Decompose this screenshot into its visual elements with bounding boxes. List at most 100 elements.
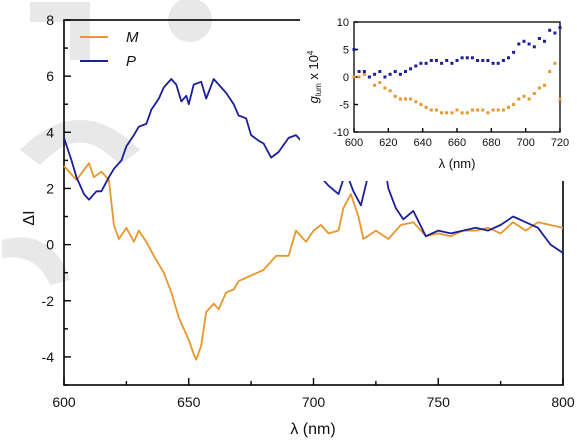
inset-point-M — [460, 111, 464, 115]
main-plot-area: 600 650 700 750 800 -4 -2 0 2 4 6 8 λ (nm) ΔI — [21, 12, 575, 438]
legend: M P — [80, 29, 139, 70]
inset-point-P — [357, 70, 361, 73]
inset-point-M — [398, 97, 402, 101]
inset-point-P — [378, 70, 382, 73]
main-y-axis-label: ΔI — [21, 210, 38, 225]
inset-point-M — [507, 105, 510, 109]
main-x-tick-label: 800 — [551, 394, 575, 410]
inset-point-M — [393, 94, 397, 98]
inset-point-M — [486, 111, 490, 115]
inset-plot: 600 620 640 660 680 700 720 -10 -5 0 5 10 λ (nm) g… — [300, 16, 569, 181]
inset-point-P — [512, 50, 516, 54]
inset-x-axis-label: λ (nm) — [439, 156, 476, 171]
inset-point-M — [553, 61, 557, 65]
inset-y-tick-label: 0 — [343, 72, 349, 84]
main-x-axis: 600 650 700 750 800 — [52, 378, 575, 410]
inset-point-P — [486, 59, 490, 62]
inset-point-P — [429, 59, 433, 62]
inset-point-P — [553, 31, 557, 35]
inset-point-M — [517, 97, 521, 101]
series-line-P — [63, 78, 564, 254]
inset-point-P — [398, 72, 402, 76]
inset-point-P — [465, 56, 469, 60]
inset-point-P — [440, 61, 444, 65]
inset-point-P — [367, 75, 371, 79]
inset-point-M — [491, 108, 495, 112]
inset-point-P — [419, 61, 423, 65]
inset-point-P — [383, 75, 387, 79]
inset-y-label-mid: x 10 — [306, 55, 321, 83]
inset-point-P — [558, 26, 562, 29]
inset-point-M — [388, 89, 392, 93]
inset-point-P — [352, 48, 356, 51]
inset-y-tick-label: -5 — [339, 100, 349, 112]
inset-background — [300, 16, 566, 181]
inset-x-tick-label: 700 — [516, 137, 534, 149]
inset-point-M — [543, 83, 546, 87]
inset-y-tick-label: 10 — [337, 17, 349, 29]
inset-y-label-g: g — [306, 95, 321, 103]
inset-x-tick-label: 720 — [551, 137, 569, 149]
inset-point-M — [352, 75, 356, 79]
main-x-tick-label: 650 — [177, 394, 201, 410]
main-y-tick-label: -4 — [42, 349, 55, 365]
inset-point-M — [409, 97, 413, 101]
inset-point-M — [445, 111, 449, 115]
inset-point-M — [522, 94, 526, 98]
main-x-tick-label: 600 — [52, 394, 76, 410]
inset-y-label-sup: 4 — [306, 50, 315, 55]
inset-point-M — [424, 105, 428, 109]
inset-x-tick-label: 640 — [413, 137, 431, 149]
inset-point-P — [548, 28, 552, 32]
inset-point-P — [388, 72, 392, 76]
legend-label-P: P — [126, 53, 136, 70]
inset-point-P — [434, 59, 438, 62]
inset-point-P — [393, 70, 397, 73]
inset-point-M — [373, 83, 377, 87]
inset-point-P — [522, 39, 526, 43]
inset-point-M — [440, 111, 444, 115]
inset-point-P — [532, 45, 536, 49]
inset-y-label-sub: lum — [314, 83, 323, 96]
inset-point-M — [450, 111, 454, 115]
inset-x-tick-label: 600 — [345, 137, 363, 149]
inset-point-M — [455, 108, 459, 112]
inset-point-P — [424, 61, 428, 65]
main-y-axis: -4 -2 0 2 4 6 8 — [42, 12, 71, 386]
main-y-tick-label: -2 — [42, 293, 55, 309]
inset-point-P — [517, 42, 521, 46]
inset-point-P — [404, 70, 407, 73]
inset-point-M — [481, 108, 485, 112]
inset-point-M — [429, 108, 433, 112]
inset-point-M — [378, 81, 382, 84]
inset-point-M — [434, 108, 438, 112]
inset-point-P — [445, 59, 449, 62]
inset-point-M — [496, 108, 500, 112]
inset-point-M — [419, 103, 423, 106]
inset-point-P — [491, 61, 495, 65]
inset-point-M — [362, 72, 366, 76]
inset-point-P — [460, 56, 464, 60]
inset-series-group — [352, 26, 562, 115]
main-x-tick-label: 700 — [302, 394, 326, 410]
inset-point-P — [537, 37, 541, 40]
main-x-axis-label: λ (nm) — [290, 421, 335, 438]
inset-point-M — [512, 103, 516, 106]
inset-point-M — [527, 97, 531, 101]
inset-point-P — [414, 64, 418, 68]
inset-point-P — [481, 59, 485, 62]
inset-point-P — [362, 70, 366, 73]
inset-point-P — [409, 67, 413, 71]
main-series-group — [63, 78, 564, 361]
inset-point-M — [470, 108, 474, 112]
inset-y-axis: -10 -5 0 5 10 — [333, 17, 358, 139]
inset-point-M — [537, 86, 541, 90]
inset-point-P — [543, 39, 546, 43]
inset-point-P — [527, 42, 531, 46]
inset-y-tick-label: -10 — [333, 127, 349, 139]
inset-point-P — [455, 59, 459, 62]
inset-point-M — [501, 108, 505, 112]
series-line-M — [63, 162, 564, 361]
main-x-tick-label: 750 — [427, 394, 451, 410]
